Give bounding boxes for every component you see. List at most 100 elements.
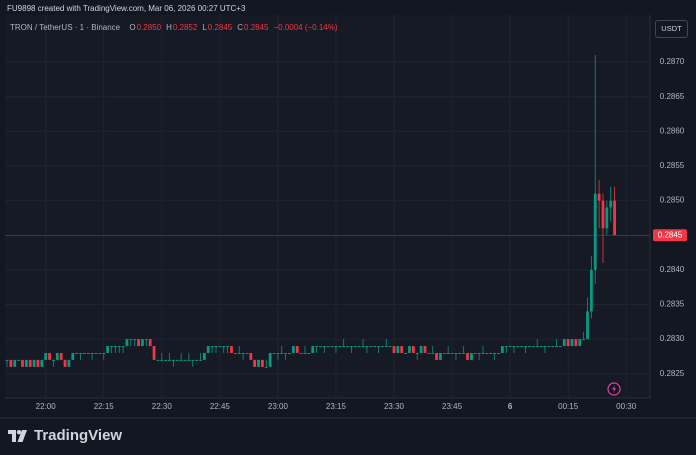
candle-body (202, 352, 206, 360)
legend-value: 0.2852 (172, 23, 198, 32)
candle-body (431, 352, 435, 354)
candle-body (466, 352, 469, 360)
candle-body (477, 352, 481, 354)
candle-body (500, 346, 504, 353)
candle-body (291, 346, 295, 353)
x-tick-label: 22:45 (210, 402, 231, 411)
candle-body (63, 359, 67, 367)
candle-body (315, 346, 318, 348)
candle-body (423, 346, 427, 353)
legend-value: 0.2850 (136, 23, 162, 32)
x-tick-label: 23:30 (384, 402, 405, 411)
candle-body (539, 346, 543, 348)
candle-body (559, 346, 562, 348)
x-tick-label: 23:45 (442, 402, 463, 411)
y-tick-label: 0.2840 (660, 265, 685, 274)
legend-change: −0.0004 (−0.14%) (273, 23, 338, 32)
candle-body (44, 352, 48, 360)
y-tick-label: 0.2830 (660, 334, 685, 343)
candle-body (601, 200, 605, 229)
candle-body (566, 339, 570, 347)
candle-body (516, 346, 520, 348)
candle-body (276, 352, 280, 354)
candle-body (408, 346, 411, 353)
y-tick-label: 0.2825 (660, 369, 685, 378)
candle-body (535, 346, 539, 348)
candle-body (24, 359, 28, 367)
brand-name: TradingView (34, 427, 123, 444)
x-tick-label: 6 (508, 402, 513, 411)
candle-body (589, 269, 593, 312)
candle-body (330, 346, 334, 348)
candle-body (144, 339, 148, 341)
candle-body (450, 352, 454, 354)
ohlc-legend: TRON / TetherUS · 1 · Binance O0.2850 H0.… (10, 23, 343, 32)
candle-body (524, 346, 527, 348)
x-tick-label: 22:15 (94, 402, 115, 411)
candle-body (237, 352, 241, 354)
y-tick-label: 0.2870 (660, 57, 685, 66)
candle-body (427, 352, 431, 354)
legend-key: C (237, 23, 244, 32)
candle-body (156, 359, 160, 361)
candle-body (485, 352, 489, 354)
candle-body (311, 346, 315, 353)
candle-body (319, 346, 322, 348)
candle-body (605, 207, 609, 229)
y-tick-label: 0.2850 (660, 196, 685, 205)
candle-body (322, 346, 326, 348)
candle-body (168, 359, 171, 361)
candle-body (470, 352, 473, 360)
candle-body (129, 339, 133, 341)
candle-body (593, 193, 597, 270)
candle-body (570, 339, 574, 347)
y-tick-label: 0.2855 (660, 161, 685, 170)
legend-value: 0.2845 (244, 23, 269, 32)
legend-key: H (166, 23, 172, 32)
x-tick-label: 00:15 (558, 402, 579, 411)
x-tick-label: 22:00 (36, 402, 57, 411)
candle-body (435, 352, 438, 360)
x-tick-label: 22:30 (152, 402, 173, 411)
candle-body (562, 339, 566, 347)
candle-body (493, 352, 497, 354)
candle-body (415, 352, 419, 354)
candle-body (249, 352, 253, 360)
candle-body (245, 352, 249, 354)
header-text: FU9898 created with TradingView.com, Mar… (7, 4, 246, 13)
candle-body (520, 346, 524, 348)
y-tick-label: 0.2860 (660, 126, 685, 135)
candle-body (98, 352, 102, 354)
candle-body (230, 346, 233, 353)
candle-body (152, 346, 156, 360)
candle-body (528, 346, 531, 348)
candle-body (361, 346, 365, 348)
candle-body (303, 352, 307, 354)
candle-body (551, 346, 555, 348)
candle-body (326, 346, 330, 348)
candle-body (295, 346, 299, 353)
candle-body (59, 352, 63, 360)
candle-body (195, 359, 199, 361)
candle-body (214, 346, 218, 348)
candle-body (512, 346, 516, 348)
alert-bolt (612, 385, 617, 393)
candle-body (307, 352, 311, 354)
candle-body (9, 359, 13, 367)
candle-body (55, 352, 59, 360)
candle-body (133, 339, 137, 341)
candle-body (597, 193, 601, 201)
candle-body (439, 352, 442, 360)
candle-body (226, 346, 229, 348)
last-price-label: 0.2845 (658, 230, 683, 239)
candle-body (380, 346, 384, 348)
candle-body (40, 359, 44, 367)
candle-body (342, 346, 346, 348)
candles (5, 55, 650, 368)
last-price-tag (653, 229, 687, 242)
plot-area (5, 15, 650, 398)
candle-body (36, 359, 40, 367)
candle-body (365, 346, 369, 348)
currency-button[interactable]: USDT (655, 20, 688, 38)
candle-body (218, 346, 222, 348)
